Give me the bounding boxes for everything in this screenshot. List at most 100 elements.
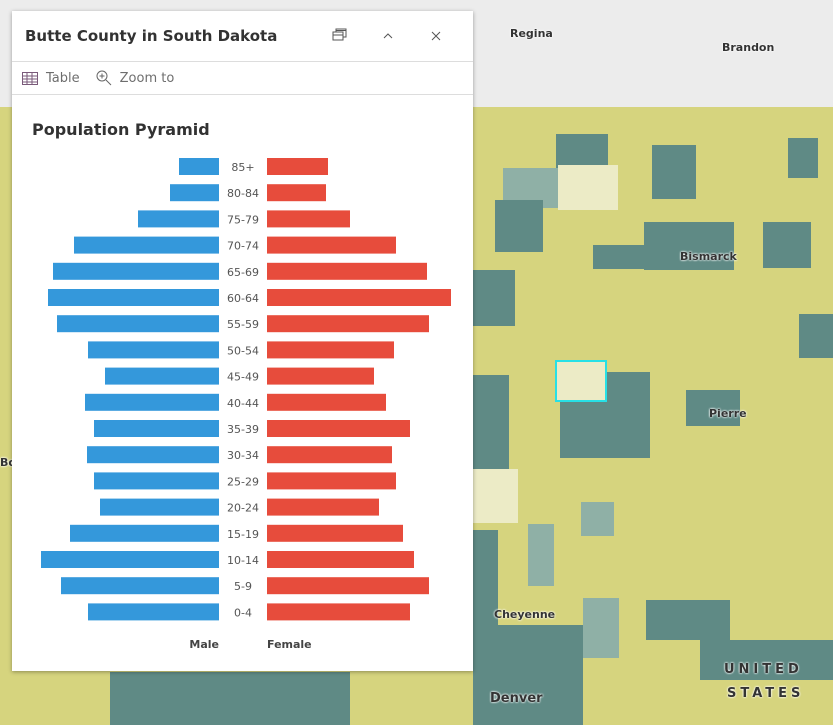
category-label: 15-19 xyxy=(227,528,259,541)
table-icon xyxy=(22,71,38,85)
table-button[interactable]: Table xyxy=(22,71,80,86)
county xyxy=(473,270,515,326)
map-label: Brandon xyxy=(722,41,775,54)
map-label: Regina xyxy=(510,27,553,40)
county xyxy=(473,469,518,523)
bar-male-40-44[interactable] xyxy=(85,393,219,411)
category-label: 65-69 xyxy=(227,266,259,279)
bar-female-50-54[interactable] xyxy=(267,341,394,359)
chevron-up-icon xyxy=(383,33,393,39)
county xyxy=(788,138,818,178)
bar-female-10-14[interactable] xyxy=(267,551,414,568)
zoom-in-icon xyxy=(96,70,111,86)
map-label: Denver xyxy=(490,691,543,706)
bar-male-80-84[interactable] xyxy=(170,184,219,202)
county xyxy=(581,502,614,536)
county xyxy=(528,524,554,586)
county xyxy=(763,222,811,268)
category-label: 85+ xyxy=(231,161,254,174)
popup-title: Butte County in South Dakota xyxy=(25,27,278,45)
county xyxy=(558,165,618,210)
county xyxy=(495,200,543,252)
bar-female-15-19[interactable] xyxy=(267,524,403,542)
category-label: 55-59 xyxy=(227,318,259,331)
category-label: 20-24 xyxy=(227,502,259,515)
bar-female-75-79[interactable] xyxy=(267,210,350,228)
bar-male-15-19[interactable] xyxy=(70,524,219,542)
category-label: 80-84 xyxy=(227,187,259,200)
bar-female-70-74[interactable] xyxy=(267,236,396,254)
category-label: 5-9 xyxy=(234,580,252,593)
county xyxy=(700,640,833,680)
bar-female-85+[interactable] xyxy=(267,158,328,175)
bar-female-30-34[interactable] xyxy=(267,446,392,464)
county xyxy=(652,145,696,199)
bar-female-65-69[interactable] xyxy=(267,262,427,280)
bar-male-60-64[interactable] xyxy=(48,289,219,306)
bar-male-50-54[interactable] xyxy=(88,341,219,359)
popup-panel: Butte County in South Dakota Table Zoom … xyxy=(12,11,473,671)
zoom-to-button[interactable]: Zoom to xyxy=(96,70,175,86)
county xyxy=(473,530,498,625)
selected-county-butte[interactable] xyxy=(555,360,607,402)
dock-button[interactable] xyxy=(316,26,364,46)
bar-male-30-34[interactable] xyxy=(87,446,219,464)
collapse-button[interactable] xyxy=(364,27,412,45)
bar-male-75-79[interactable] xyxy=(138,210,219,228)
bar-female-40-44[interactable] xyxy=(267,393,386,411)
legend-female: Female xyxy=(267,638,312,651)
bar-male-45-49[interactable] xyxy=(105,367,219,385)
category-label: 40-44 xyxy=(227,397,259,410)
bar-female-0-4[interactable] xyxy=(267,603,410,621)
popup-header: Butte County in South Dakota xyxy=(12,11,473,62)
bar-female-45-49[interactable] xyxy=(267,367,374,385)
county xyxy=(644,222,734,270)
bar-male-85+[interactable] xyxy=(179,158,219,175)
bar-male-10-14[interactable] xyxy=(41,551,219,568)
legend-male: Male xyxy=(189,638,219,651)
category-label: 75-79 xyxy=(227,213,259,226)
bar-male-20-24[interactable] xyxy=(100,498,219,516)
category-label: 0-4 xyxy=(234,606,252,619)
category-label: 70-74 xyxy=(227,240,259,253)
map-label: Pierre xyxy=(709,407,747,420)
map-label: STATES xyxy=(727,686,805,701)
chart-title: Population Pyramid xyxy=(32,120,210,139)
bar-male-5-9[interactable] xyxy=(61,577,219,595)
bar-female-60-64[interactable] xyxy=(267,289,451,306)
county xyxy=(686,390,740,426)
close-button[interactable] xyxy=(412,27,460,45)
category-label: 50-54 xyxy=(227,344,259,357)
bar-male-0-4[interactable] xyxy=(88,603,219,621)
zoom-to-label: Zoom to xyxy=(119,70,175,86)
dock-icon xyxy=(332,28,347,41)
bar-female-20-24[interactable] xyxy=(267,498,379,516)
county xyxy=(473,375,509,469)
category-label: 10-14 xyxy=(227,554,259,567)
county xyxy=(473,625,583,725)
category-label: 35-39 xyxy=(227,423,259,436)
county xyxy=(110,672,350,725)
table-label: Table xyxy=(46,70,80,86)
category-label: 25-29 xyxy=(227,475,259,488)
category-label: 60-64 xyxy=(227,292,259,305)
bar-female-35-39[interactable] xyxy=(267,420,410,437)
category-label: 45-49 xyxy=(227,371,259,384)
bar-male-35-39[interactable] xyxy=(94,420,219,437)
bar-male-25-29[interactable] xyxy=(94,472,219,490)
bar-female-55-59[interactable] xyxy=(267,315,429,333)
bar-female-25-29[interactable] xyxy=(267,472,396,490)
category-label: 30-34 xyxy=(227,449,259,462)
county xyxy=(583,598,619,658)
population-pyramid-chart: 85+ 80-84 75-79 70-74 65-69 60-64 55-59 50-54 45… xyxy=(41,158,451,651)
close-icon xyxy=(431,31,441,41)
bar-female-5-9[interactable] xyxy=(267,577,429,595)
bar-male-65-69[interactable] xyxy=(53,262,219,280)
county xyxy=(646,600,730,640)
bar-male-55-59[interactable] xyxy=(57,315,219,333)
bar-female-80-84[interactable] xyxy=(267,184,326,202)
bar-male-70-74[interactable] xyxy=(74,236,219,254)
county xyxy=(593,245,645,269)
map-label: UNITED xyxy=(724,662,803,677)
map-label: Cheyenne xyxy=(494,608,556,621)
